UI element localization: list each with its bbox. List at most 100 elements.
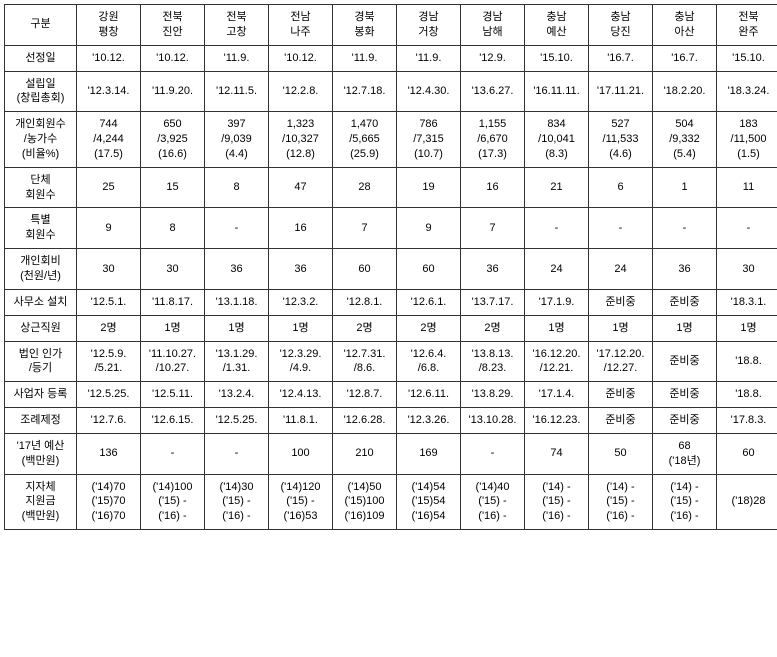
table-cell: '10.12. <box>269 45 333 71</box>
table-cell: 1명 <box>589 315 653 341</box>
column-header: 충남 아산 <box>653 5 717 46</box>
table-cell: '12.6.28. <box>333 408 397 434</box>
table-cell: ('14)54 ('15)54 ('16)54 <box>397 474 461 530</box>
table-cell: '10.12. <box>77 45 141 71</box>
table-row: 특별 회원수98-16797---- <box>5 208 777 249</box>
row-label: 사업자 등록 <box>5 382 77 408</box>
table-cell: 28 <box>333 167 397 208</box>
table-cell: 527 /11,533 (4.6) <box>589 112 653 168</box>
table-cell: '17.11.21. <box>589 71 653 112</box>
table-cell: 36 <box>269 249 333 290</box>
table-cell: 74 <box>525 433 589 474</box>
table-cell: '16.11.11. <box>525 71 589 112</box>
table-row: 사업자 등록'12.5.25.'12.5.11.'13.2.4.'12.4.13… <box>5 382 777 408</box>
table-cell: 47 <box>269 167 333 208</box>
table-cell: '16.12.23. <box>525 408 589 434</box>
table-cell: '13.1.18. <box>205 289 269 315</box>
table-cell: 준비중 <box>589 289 653 315</box>
column-header: 경북 봉화 <box>333 5 397 46</box>
table-cell: '18.3.1. <box>717 289 777 315</box>
table-row: 단체 회원수2515847281916216111 <box>5 167 777 208</box>
table-cell: '12.7.6. <box>77 408 141 434</box>
column-header: 강원 평창 <box>77 5 141 46</box>
table-cell: 2명 <box>397 315 461 341</box>
table-cell: - <box>205 208 269 249</box>
row-label: 조례제정 <box>5 408 77 434</box>
table-cell: 준비중 <box>653 341 717 382</box>
table-cell: 2명 <box>461 315 525 341</box>
table-cell: '12.8.7. <box>333 382 397 408</box>
table-cell: 50 <box>589 433 653 474</box>
table-cell: 68 ('18년) <box>653 433 717 474</box>
table-cell: '12.2.8. <box>269 71 333 112</box>
row-label: 상근직원 <box>5 315 77 341</box>
table-cell: 15 <box>141 167 205 208</box>
table-cell: ('14)40 ('15) - ('16) - <box>461 474 525 530</box>
table-cell: - <box>205 433 269 474</box>
column-header: 충남 당진 <box>589 5 653 46</box>
table-cell: '18.3.24. <box>717 71 777 112</box>
table-cell: '11.10.27. /10.27. <box>141 341 205 382</box>
table-cell: '12.6.4. /6.8. <box>397 341 461 382</box>
table-cell: '12.6.15. <box>141 408 205 434</box>
table-cell: 397 /9,039 (4.4) <box>205 112 269 168</box>
table-cell: 6 <box>589 167 653 208</box>
table-header: 구분강원 평창전북 진안전북 고창전남 나주경북 봉화경남 거창경남 남해충남 … <box>5 5 777 46</box>
table-cell: 834 /10,041 (8.3) <box>525 112 589 168</box>
table-cell: '13.6.27. <box>461 71 525 112</box>
table-cell: '12.6.1. <box>397 289 461 315</box>
column-header: 경남 거창 <box>397 5 461 46</box>
table-cell: 준비중 <box>653 408 717 434</box>
table-cell: ('14) - ('15) - ('16) - <box>589 474 653 530</box>
table-cell: 1명 <box>653 315 717 341</box>
column-header: 경남 남해 <box>461 5 525 46</box>
table-cell: 60 <box>333 249 397 290</box>
table-cell: '13.7.17. <box>461 289 525 315</box>
table-cell: ('14)120 ('15) - ('16)53 <box>269 474 333 530</box>
table-cell: '13.8.29. <box>461 382 525 408</box>
table-cell: '17.1.9. <box>525 289 589 315</box>
table-cell: 210 <box>333 433 397 474</box>
table-cell: 24 <box>525 249 589 290</box>
table-cell: 24 <box>589 249 653 290</box>
table-cell: - <box>461 433 525 474</box>
table-cell: 504 /9,332 (5.4) <box>653 112 717 168</box>
table-cell: '12.7.18. <box>333 71 397 112</box>
table-row: 법인 인가 /등기'12.5.9. /5.21.'11.10.27. /10.2… <box>5 341 777 382</box>
data-table: 구분강원 평창전북 진안전북 고창전남 나주경북 봉화경남 거창경남 남해충남 … <box>4 4 777 530</box>
row-label: 설립일 (창립총회) <box>5 71 77 112</box>
table-cell: 36 <box>653 249 717 290</box>
table-row: 설립일 (창립총회)'12.3.14.'11.9.20.'12.11.5.'12… <box>5 71 777 112</box>
table-cell: 100 <box>269 433 333 474</box>
table-cell: 744 /4,244 (17.5) <box>77 112 141 168</box>
table-cell: '12.5.25. <box>77 382 141 408</box>
table-cell: 136 <box>77 433 141 474</box>
table-cell: '12.3.14. <box>77 71 141 112</box>
table-cell: '17.1.4. <box>525 382 589 408</box>
table-cell: 1명 <box>205 315 269 341</box>
table-cell: 16 <box>269 208 333 249</box>
table-cell: 786 /7,315 (10.7) <box>397 112 461 168</box>
table-cell: '12.5.1. <box>77 289 141 315</box>
table-cell: ('14)30 ('15) - ('16) - <box>205 474 269 530</box>
row-label: 개인회원수 /농가수 (비율%) <box>5 112 77 168</box>
table-cell: '18.2.20. <box>653 71 717 112</box>
table-cell: 60 <box>397 249 461 290</box>
table-cell: '12.6.11. <box>397 382 461 408</box>
table-cell: '12.8.1. <box>333 289 397 315</box>
row-label: 개인회비 (천원/년) <box>5 249 77 290</box>
table-cell: '11.8.1. <box>269 408 333 434</box>
table-cell: 준비중 <box>653 382 717 408</box>
table-cell: '12.9. <box>461 45 525 71</box>
table-cell: - <box>525 208 589 249</box>
table-cell: 25 <box>77 167 141 208</box>
table-cell: 1명 <box>269 315 333 341</box>
table-cell: '17.8.3. <box>717 408 777 434</box>
table-cell: 11 <box>717 167 777 208</box>
table-cell: 7 <box>461 208 525 249</box>
table-cell: 1,323 /10,327 (12.8) <box>269 112 333 168</box>
table-cell: ('18)28 <box>717 474 777 530</box>
table-cell: ('14)50 ('15)100 ('16)109 <box>333 474 397 530</box>
column-header-label: 구분 <box>5 5 77 46</box>
table-cell: 21 <box>525 167 589 208</box>
